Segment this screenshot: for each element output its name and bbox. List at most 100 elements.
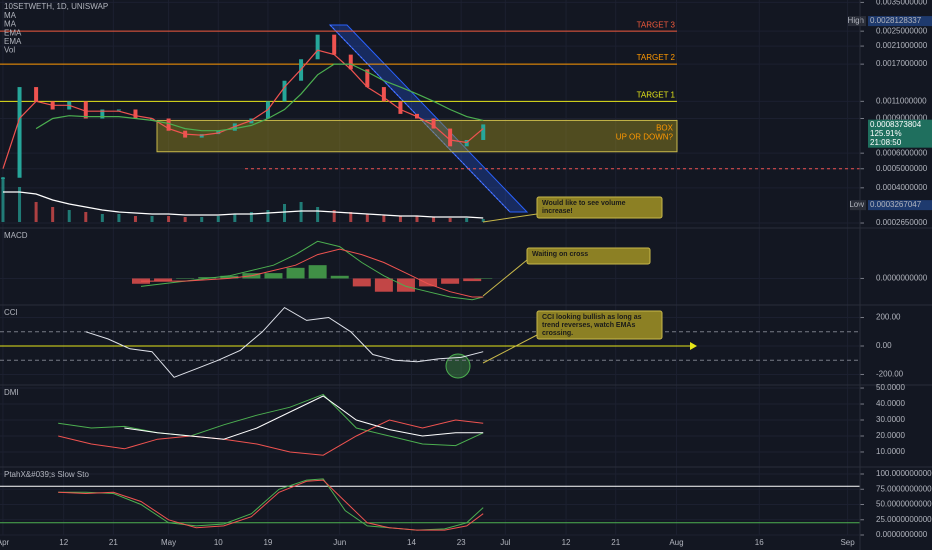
volume-bar — [266, 210, 270, 222]
callout-pointer — [482, 213, 538, 223]
volume-bar — [382, 215, 386, 222]
candle — [481, 124, 486, 140]
x-tick-label: 14 — [407, 538, 416, 547]
volume-bar — [415, 216, 419, 222]
x-tick-label: 12 — [59, 538, 68, 547]
x-tick-label: 21 — [109, 538, 118, 547]
histogram-bar — [419, 278, 438, 287]
legend-entry: MA — [4, 11, 17, 20]
volume-bar — [316, 207, 320, 222]
box-zone — [156, 119, 678, 153]
x-tick-label: 12 — [562, 538, 571, 547]
y-tick-label: 0.0017000000 — [876, 59, 928, 68]
legend-entry: MA — [4, 20, 17, 29]
volume-bar — [299, 202, 303, 222]
callout-box — [536, 310, 663, 340]
volume-bar — [365, 214, 369, 222]
series-line — [141, 248, 484, 298]
volume-ma — [3, 191, 484, 219]
last-price-badge — [868, 119, 932, 148]
histogram-bar — [176, 278, 195, 279]
volume-bar — [100, 214, 104, 222]
volume-bar — [233, 214, 237, 222]
volume-bar — [133, 216, 137, 222]
y-tick-label: 30.0000 — [876, 415, 905, 424]
candle — [348, 54, 353, 70]
y-tick-label: 0.0021000000 — [876, 41, 928, 50]
volume-bar — [200, 217, 204, 222]
candle — [448, 128, 453, 147]
candle — [315, 34, 320, 60]
volume-bar — [150, 216, 154, 222]
y-tick-label: 40.0000 — [876, 399, 905, 408]
y-tick-label: -200.00 — [876, 370, 904, 379]
callout-pointer — [482, 259, 528, 297]
callout-box — [526, 247, 651, 265]
volume-bar — [448, 218, 452, 222]
legend-entry: EMA — [4, 28, 22, 37]
callout-text: Would like to see volume — [542, 200, 626, 207]
callout-text: CCI looking bullish as long as — [542, 314, 642, 321]
volume-bar — [349, 212, 353, 222]
volume-bar — [481, 219, 485, 222]
last-price: 0.0008373804 — [870, 120, 922, 129]
histogram-bar — [198, 277, 217, 279]
histogram-bar — [286, 267, 305, 279]
target-label: TARGET 3 — [637, 20, 676, 29]
volume-bar — [167, 216, 171, 222]
x-tick-label: 16 — [755, 538, 764, 547]
histogram-bar — [264, 273, 283, 279]
x-tick-label: Apr — [0, 538, 10, 547]
histogram-bar — [396, 278, 415, 292]
high-value: 0.0028128337 — [870, 16, 922, 25]
candle — [332, 34, 337, 55]
candle — [116, 109, 121, 111]
x-tick-label: Sep — [840, 538, 855, 547]
y-tick-label: 20.0000 — [876, 431, 905, 440]
y-tick-label: 0.00 — [876, 341, 892, 350]
y-tick-label: 25.0000000000 — [876, 515, 932, 524]
volume-bar — [67, 210, 71, 222]
low-value-badge — [868, 200, 932, 211]
low-badge — [850, 200, 866, 211]
volume-bar — [432, 217, 436, 222]
candle — [398, 101, 403, 114]
y-tick-label: 0.0000000000 — [876, 274, 928, 283]
histogram-bar — [374, 278, 393, 292]
last-change: 125.91% — [870, 129, 902, 138]
box-label: UP OR DOWN? — [616, 133, 674, 142]
legend-entry: Vol — [4, 46, 15, 55]
panel-title: PtahX&#039;s Slow Sto — [4, 470, 89, 479]
y-tick-label: 50.0000000000 — [876, 500, 932, 509]
volume-bar — [18, 187, 22, 222]
histogram-bar — [220, 275, 239, 279]
y-tick-label: 0.0009000000 — [876, 114, 928, 123]
volume-bar — [51, 207, 55, 222]
callout-text: increase! — [542, 208, 573, 215]
histogram-bar — [131, 278, 150, 284]
histogram-bar — [154, 278, 173, 282]
low-label: Low — [849, 200, 864, 209]
series-line — [35, 63, 484, 132]
high-badge — [848, 16, 866, 27]
candle — [365, 69, 370, 88]
candle — [166, 118, 171, 131]
series-line — [140, 240, 484, 301]
panel-title: MACD — [4, 231, 28, 240]
x-tick-label: 10 — [214, 538, 223, 547]
x-tick-label: 23 — [457, 538, 466, 547]
volume-bar — [34, 202, 38, 222]
x-tick-label: Aug — [669, 538, 683, 547]
candle — [100, 109, 105, 119]
candle — [34, 87, 39, 102]
y-tick-label: 0.0006000000 — [876, 148, 928, 157]
low-value: 0.0003267047 — [870, 200, 922, 209]
panel-title: DMI — [4, 388, 19, 397]
candle — [282, 80, 287, 102]
y-tick-label: 10.0000 — [876, 447, 905, 456]
volume-bar — [84, 212, 88, 222]
candle — [17, 87, 22, 178]
series-line — [85, 306, 484, 378]
